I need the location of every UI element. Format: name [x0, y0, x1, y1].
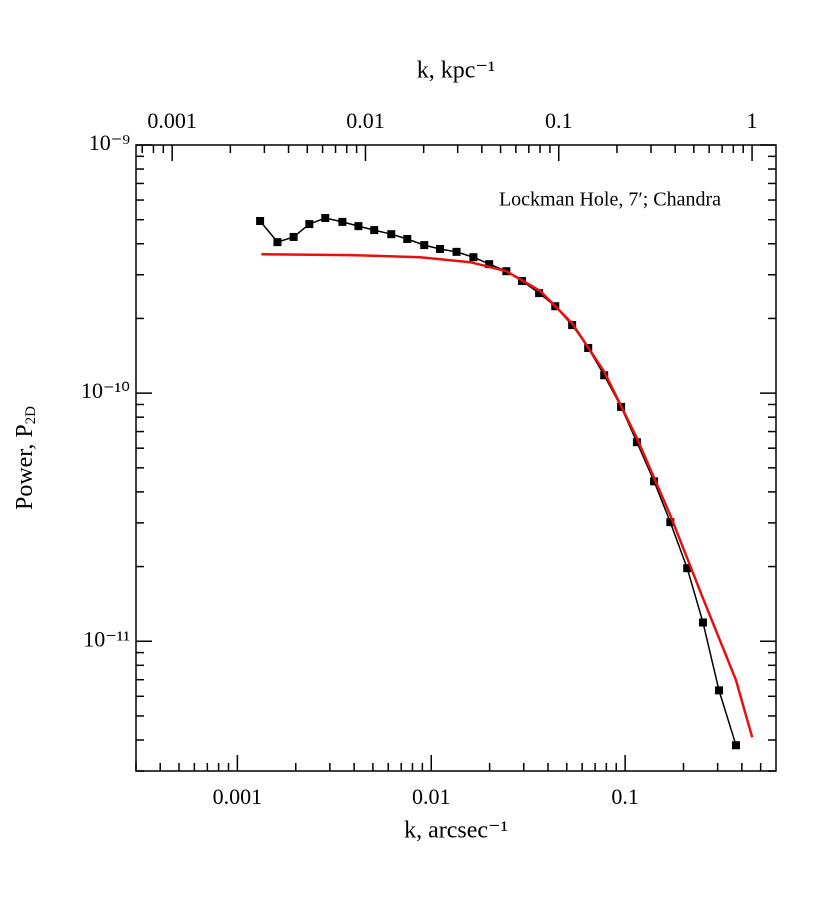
data-point	[338, 217, 347, 226]
data-point	[403, 234, 412, 243]
data-point	[469, 253, 478, 262]
x-tick-label: 0.001	[213, 784, 263, 809]
data-point	[535, 289, 544, 298]
data-point	[600, 371, 609, 380]
data-point	[370, 226, 379, 235]
data-point	[420, 241, 429, 250]
x2-tick-label: 0.1	[545, 108, 573, 133]
x2-tick-label: 1	[747, 108, 758, 133]
x2-axis-label: k, kpc⁻¹	[417, 58, 496, 84]
data-point	[485, 260, 494, 269]
y-axis-label-text: Power, P	[12, 424, 38, 510]
data-point	[354, 222, 363, 231]
data-point	[289, 232, 298, 241]
data-point	[683, 564, 692, 573]
data-point	[650, 477, 659, 486]
data-point	[387, 230, 396, 239]
annotation: Lockman Hole, 7′; Chandra	[499, 189, 721, 211]
x2-tick-label: 0.01	[346, 108, 385, 133]
x2-tick-label: 0.001	[147, 108, 197, 133]
data-point	[305, 220, 314, 229]
y-axis-label: Power, P2D	[12, 406, 40, 510]
x-axis-label: k, arcsec⁻¹	[404, 818, 508, 844]
y-axis-label-subscript: 2D	[23, 406, 39, 425]
data-point	[698, 618, 707, 627]
data-point	[321, 213, 330, 222]
y-tick-label: 10⁻⁹	[89, 130, 131, 155]
series-line	[259, 217, 737, 746]
data-point	[436, 244, 445, 253]
data-point	[666, 518, 675, 527]
x-tick-label: 0.1	[611, 784, 639, 809]
data-point	[256, 216, 265, 225]
y-tick-label: 10⁻¹⁰	[81, 378, 130, 403]
data-point	[452, 247, 461, 256]
y-tick-label: 10⁻¹¹	[83, 626, 130, 651]
data-point	[715, 686, 724, 695]
series-line	[261, 252, 754, 738]
x-tick-label: 0.01	[412, 784, 451, 809]
data-point	[632, 438, 641, 447]
plot-frame	[135, 144, 777, 772]
data-point	[731, 741, 740, 750]
data-point	[273, 238, 282, 247]
plot-area	[256, 213, 754, 750]
